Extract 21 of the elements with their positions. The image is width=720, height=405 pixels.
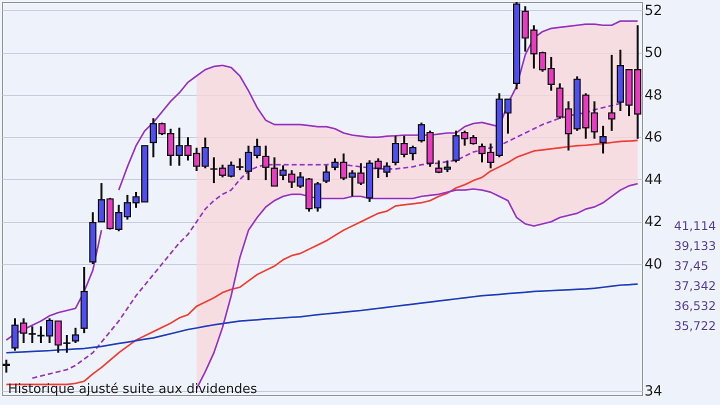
candlestick — [72, 326, 80, 344]
text: 35,722 — [674, 319, 716, 333]
text: 41,114 — [674, 219, 716, 233]
annotation: Historique ajusté suite aux dividendes — [8, 382, 258, 397]
text: 36,532 — [674, 299, 716, 313]
text: 39,133 — [674, 239, 716, 253]
candlestick — [322, 164, 330, 184]
y-tick-label: 46 — [644, 130, 662, 146]
y-tick-label: 42 — [644, 214, 662, 230]
line-series — [6, 283, 638, 354]
y-tick-label: 52 — [644, 2, 662, 19]
y-tick-label: 48 — [644, 87, 662, 104]
y-tick-label: 50 — [644, 45, 662, 62]
candlestick — [599, 124, 607, 154]
candlestick — [2, 358, 10, 374]
y-tick-label: 44 — [644, 172, 662, 188]
y-tick-label: 34 — [644, 383, 662, 400]
text: 37,45 — [674, 259, 708, 273]
y-tick-label: 40 — [644, 256, 662, 272]
candlestick — [608, 54, 616, 132]
text: 37,342 — [674, 279, 716, 293]
